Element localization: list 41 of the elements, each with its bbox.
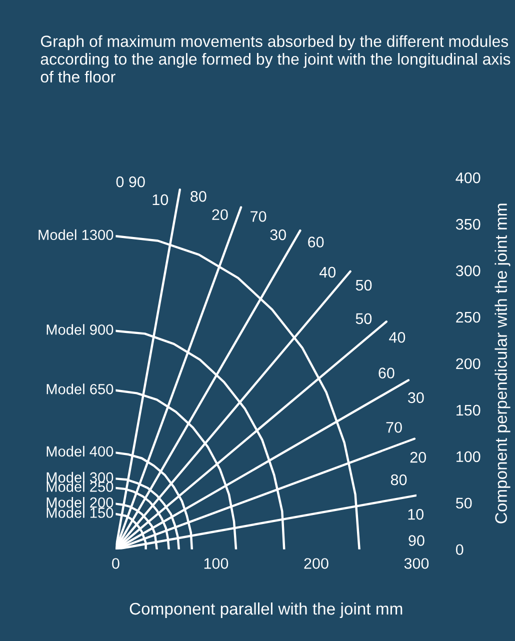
annotation: 40 bbox=[319, 266, 336, 278]
series-label: Model 400 bbox=[46, 446, 114, 457]
annotation: 20 bbox=[212, 209, 228, 220]
annotation: 10 bbox=[408, 508, 424, 520]
series-label: Model 200 bbox=[46, 496, 114, 508]
x-tick-label: 0 bbox=[112, 558, 120, 569]
y-tick-label: 150 bbox=[456, 404, 480, 416]
x-tick-label: 100 bbox=[204, 558, 228, 569]
x-tick-label: 300 bbox=[404, 558, 429, 569]
annotation: 90 bbox=[408, 535, 424, 546]
y-tick-label: 0 bbox=[456, 544, 464, 556]
series-label: Model 900 bbox=[46, 324, 114, 335]
x-tick-label: 200 bbox=[304, 558, 328, 569]
annotation: 50 bbox=[356, 313, 372, 324]
annotation: 40 bbox=[389, 332, 406, 343]
annotation: 30 bbox=[270, 229, 286, 240]
annotation: 60 bbox=[308, 236, 324, 248]
series-label: Model 250 bbox=[46, 481, 114, 492]
y-tick-label: 400 bbox=[456, 172, 480, 184]
annotation: 80 bbox=[190, 191, 206, 202]
annotation: 0 90 bbox=[116, 176, 145, 188]
x-axis-title: Component parallel with the joint mm bbox=[130, 602, 402, 618]
y-tick-label: 250 bbox=[456, 312, 480, 323]
y-tick-label: 300 bbox=[456, 265, 480, 276]
series-label: Model 150 bbox=[46, 507, 114, 518]
annotation: 20 bbox=[410, 452, 426, 463]
annotation: 70 bbox=[250, 211, 266, 222]
y-tick-label: 50 bbox=[456, 498, 472, 509]
annotation: 70 bbox=[386, 422, 402, 433]
y-axis-title: Component perpendicular with the joint mm bbox=[494, 204, 510, 524]
annotation: 60 bbox=[378, 368, 394, 378]
y-tick-label: 200 bbox=[456, 358, 480, 370]
y-tick-label: 350 bbox=[456, 218, 480, 230]
series-label: Model 1300 bbox=[38, 229, 114, 240]
chart-title: Graph of maximum movements absorbed by the different modules according to the angle formed by the joint with the longitudinal axis of the floor bbox=[40, 35, 510, 83]
series-label: Model 650 bbox=[46, 384, 114, 394]
y-tick-label: 100 bbox=[456, 451, 480, 462]
annotation: 30 bbox=[408, 392, 424, 404]
annotation: 80 bbox=[390, 474, 407, 486]
annotation: 50 bbox=[356, 280, 372, 291]
annotation: 10 bbox=[152, 194, 168, 206]
